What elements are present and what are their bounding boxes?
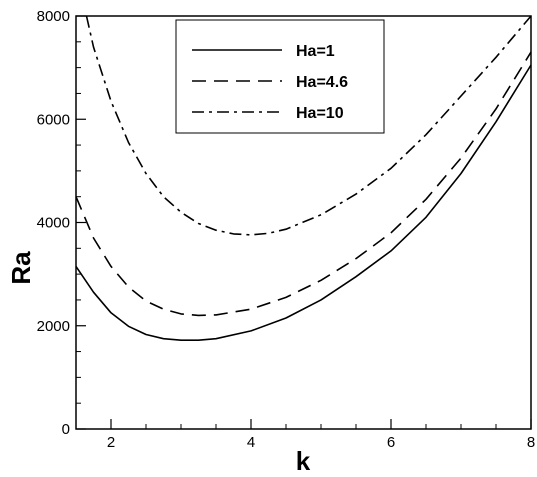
x-tick-label: 6 <box>387 434 395 451</box>
legend-box <box>175 19 385 134</box>
y-tick-label: 8000 <box>37 8 70 25</box>
series-line-ha-1 <box>75 64 532 342</box>
y-tick-label: 2000 <box>37 318 70 335</box>
series-line-ha-10 <box>85 15 532 236</box>
tick-labels: 2 4 6 8 0 2000 4000 6000 8000 <box>37 8 536 451</box>
legend-label: Ha=4.6 <box>296 74 348 91</box>
y-tick-label: 0 <box>62 421 70 438</box>
y-tick-label: 6000 <box>37 111 70 128</box>
legend-label: Ha=10 <box>296 105 344 122</box>
x-tick-label: 2 <box>107 434 115 451</box>
legend-label: Ha=1 <box>296 43 335 60</box>
plot-area-frame <box>75 15 532 430</box>
x-tick-label: 8 <box>527 434 535 451</box>
series-line-ha-4-6 <box>75 51 532 317</box>
axis-ticks <box>75 15 532 430</box>
y-axis-title: Ra <box>6 251 36 285</box>
legend-items: Ha=1 Ha=4.6 Ha=10 <box>192 43 348 122</box>
series-lines <box>75 15 532 342</box>
y-tick-label: 4000 <box>37 215 70 232</box>
x-tick-label: 4 <box>247 434 255 451</box>
x-axis-title: k <box>296 446 311 476</box>
legend: Ha=1 Ha=4.6 Ha=10 <box>175 19 385 134</box>
